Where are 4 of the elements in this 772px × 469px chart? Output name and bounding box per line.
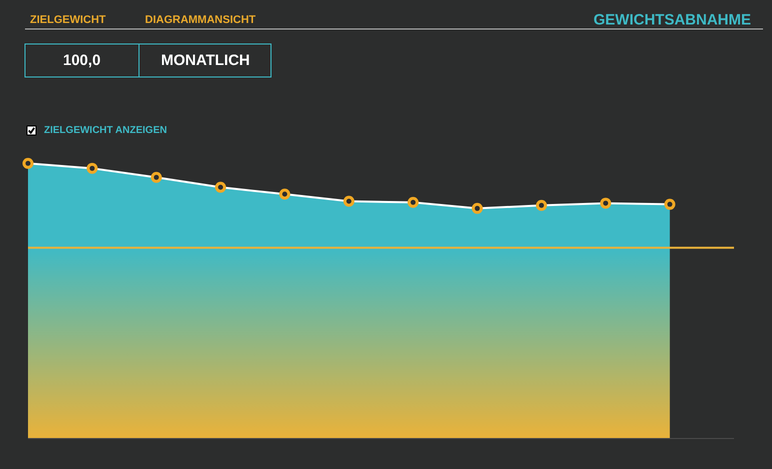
text: ZIELGEWICHT ANZEIGEN xyxy=(44,125,167,136)
text: ZIELGEWICHT xyxy=(30,14,106,26)
text: DIAGRAMMANSICHT xyxy=(145,14,256,26)
chart-title: GEWICHTSABNAHME xyxy=(594,11,751,28)
